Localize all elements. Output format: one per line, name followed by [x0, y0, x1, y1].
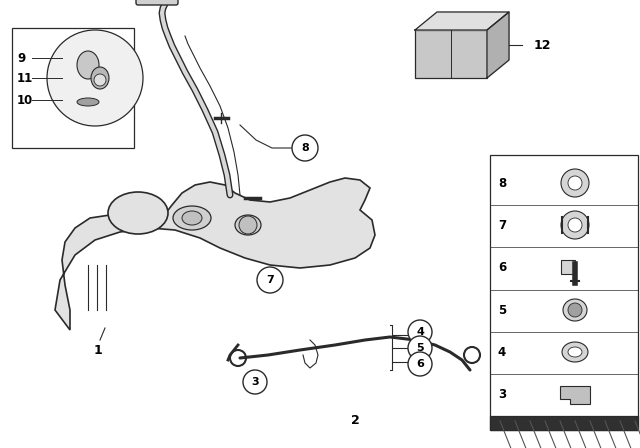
Polygon shape	[55, 178, 375, 330]
Ellipse shape	[235, 215, 261, 235]
Polygon shape	[487, 12, 509, 78]
Circle shape	[568, 176, 582, 190]
Circle shape	[568, 218, 582, 232]
Text: 3: 3	[251, 377, 259, 387]
Ellipse shape	[568, 347, 582, 357]
Polygon shape	[415, 12, 509, 30]
Text: 10: 10	[17, 94, 33, 107]
Text: 9: 9	[17, 52, 25, 65]
Ellipse shape	[91, 67, 109, 89]
Ellipse shape	[108, 192, 168, 234]
Circle shape	[561, 169, 589, 197]
Text: 11: 11	[17, 72, 33, 85]
Circle shape	[408, 336, 432, 360]
Text: 5: 5	[416, 343, 424, 353]
Text: 2: 2	[351, 414, 360, 426]
Circle shape	[243, 370, 267, 394]
Circle shape	[561, 211, 589, 239]
Bar	[415, 30, 487, 78]
Ellipse shape	[77, 98, 99, 106]
Ellipse shape	[563, 299, 587, 321]
Text: 6: 6	[416, 359, 424, 369]
Bar	[561, 260, 575, 274]
Circle shape	[292, 135, 318, 161]
Circle shape	[568, 303, 582, 317]
Bar	[490, 155, 638, 430]
Bar	[12, 28, 134, 148]
Text: 5: 5	[498, 303, 506, 316]
Circle shape	[408, 320, 432, 344]
Circle shape	[47, 30, 143, 126]
Text: 1: 1	[93, 344, 102, 357]
Circle shape	[94, 74, 106, 86]
Polygon shape	[560, 386, 590, 404]
Text: 6: 6	[498, 260, 506, 273]
Ellipse shape	[182, 211, 202, 225]
FancyBboxPatch shape	[136, 0, 178, 5]
Bar	[490, 416, 638, 430]
Text: 7: 7	[266, 275, 274, 285]
Circle shape	[257, 267, 283, 293]
Ellipse shape	[562, 342, 588, 362]
Ellipse shape	[173, 206, 211, 230]
Text: 7: 7	[498, 219, 506, 232]
Text: 8: 8	[498, 177, 506, 190]
Text: 4: 4	[416, 327, 424, 337]
Circle shape	[408, 352, 432, 376]
Text: 8: 8	[301, 143, 309, 153]
Text: 4: 4	[498, 345, 506, 358]
Text: 3: 3	[498, 388, 506, 401]
Text: 12: 12	[533, 39, 551, 52]
Circle shape	[239, 216, 257, 234]
Ellipse shape	[77, 51, 99, 79]
